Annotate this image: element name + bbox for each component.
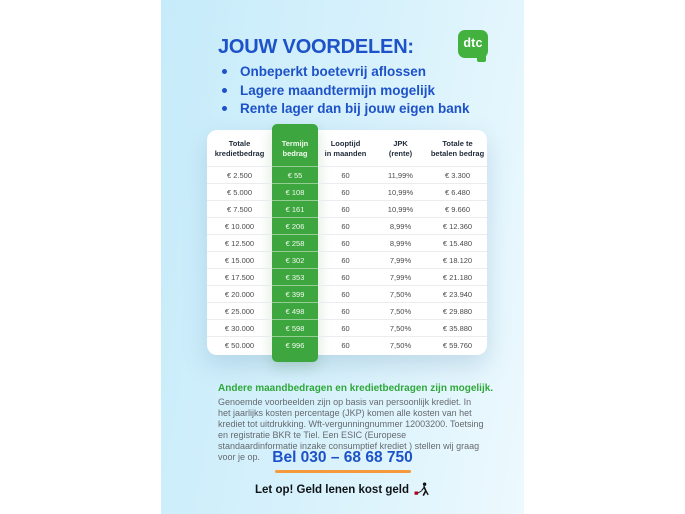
cell-termijnbedrag: € 55 bbox=[272, 167, 318, 184]
cell-totaal: € 9.660 bbox=[428, 201, 487, 218]
benefit-bullet: Lagere maandtermijn mogelijk bbox=[222, 83, 470, 98]
cell-kredietbedrag: € 5.000 bbox=[207, 184, 272, 201]
header-jpk: JPK (rente) bbox=[373, 131, 428, 167]
benefits-list: Onbeperkt boetevrij aflossen Lagere maan… bbox=[222, 64, 470, 120]
table-row: € 25.000 € 498 60 7,50% € 29.880 bbox=[207, 303, 487, 320]
benefit-bullet: Rente lager dan bij jouw eigen bank bbox=[222, 101, 470, 116]
table-header-row: Totale kredietbedrag Termijn bedrag Loop… bbox=[207, 131, 487, 167]
cell-kredietbedrag: € 15.000 bbox=[207, 252, 272, 269]
benefit-text: Lagere maandtermijn mogelijk bbox=[240, 82, 436, 98]
cell-totaal: € 35.880 bbox=[428, 320, 487, 337]
loan-table-card bbox=[207, 130, 487, 355]
table-row: € 7.500 € 161 60 10,99% € 9.660 bbox=[207, 201, 487, 218]
table-row: € 10.000 € 206 60 8,99% € 12.360 bbox=[207, 218, 487, 235]
cell-jpk: 7,50% bbox=[373, 320, 428, 337]
cell-jpk: 7,50% bbox=[389, 341, 412, 350]
cell-looptijd: 60 bbox=[318, 218, 373, 235]
cell-looptijd: 60 bbox=[318, 269, 373, 286]
cell-looptijd: 60 bbox=[318, 184, 373, 201]
cell-totaal: € 21.180 bbox=[428, 269, 487, 286]
benefit-text: Onbeperkt boetevrij aflossen bbox=[240, 64, 427, 79]
cell-jpk: 7,99% bbox=[373, 252, 428, 269]
termijn-highlight-column bbox=[272, 124, 318, 362]
table-row: € 17.500 € 353 60 7,99% € 21.180 bbox=[207, 269, 487, 286]
flyer-background: dtc JOUW VOORDELEN: Onbeperkt boetevrij … bbox=[161, 0, 524, 514]
cell-jpk: 10,99% bbox=[373, 201, 428, 218]
table-row: € 50.000 € 996 60 7,50% € 59.760 bbox=[207, 337, 487, 354]
cell-looptijd: 60 bbox=[318, 201, 373, 218]
benefit-text: Rente lager dan bij jouw eigen bank bbox=[240, 101, 470, 116]
cell-termijnbedrag: € 399 bbox=[272, 286, 318, 303]
cell-termijnbedrag: € 258 bbox=[272, 235, 318, 252]
cell-kredietbedrag: € 12.500 bbox=[207, 235, 272, 252]
dtc-logo-text: dtc bbox=[463, 36, 483, 50]
page-title: JOUW VOORDELEN: bbox=[218, 36, 414, 58]
cell-totaal: € 15.480 bbox=[428, 235, 487, 252]
cell-kredietbedrag: € 17.500 bbox=[207, 269, 272, 286]
cell-termijnbedrag: € 598 bbox=[272, 320, 318, 337]
cell-termijnbedrag: € 353 bbox=[272, 269, 318, 286]
cell-looptijd: 60 bbox=[318, 286, 373, 303]
cell-totaal: € 59.760 bbox=[442, 341, 473, 350]
cell-termijnbedrag: € 996 bbox=[285, 341, 305, 350]
cell-kredietbedrag: € 2.500 bbox=[207, 167, 272, 184]
cell-termijnbedrag: € 302 bbox=[272, 252, 318, 269]
cell-totaal: € 23.940 bbox=[428, 286, 487, 303]
bullet-dot-icon bbox=[222, 87, 227, 93]
header-totaal: Totale te betalen bedrag bbox=[428, 131, 487, 167]
cell-looptijd: 60 bbox=[318, 167, 373, 184]
credit-warning-text: Let op! Geld lenen kost geld bbox=[255, 483, 409, 496]
cell-termijnbedrag: € 206 bbox=[272, 218, 318, 235]
disclaimer-text: Genoemde voorbeelden zijn op basis van p… bbox=[218, 397, 484, 462]
table-row: € 2.500 € 55 60 11,99% € 3.300 bbox=[207, 167, 487, 184]
cell-looptijd: 60 bbox=[341, 341, 350, 350]
cell-jpk: 7,50% bbox=[373, 286, 428, 303]
cell-kredietbedrag: € 7.500 bbox=[207, 201, 272, 218]
cell-kredietbedrag: € 50.000 bbox=[224, 341, 255, 350]
cell-jpk: 8,99% bbox=[373, 235, 428, 252]
phone-underline bbox=[274, 470, 411, 473]
geld-lenen-warning-icon bbox=[414, 482, 429, 496]
credit-warning: Let op! Geld lenen kost geld bbox=[161, 482, 524, 497]
cell-termijnbedrag: € 498 bbox=[272, 303, 318, 320]
table-row: € 15.000 € 302 60 7,99% € 18.120 bbox=[207, 252, 487, 269]
phone-cta-block: Bel 030 – 68 68 750 bbox=[161, 449, 524, 473]
cell-kredietbedrag: € 10.000 bbox=[207, 218, 272, 235]
header-termijnbedrag: Termijn bedrag bbox=[272, 131, 318, 167]
table-body: € 2.500 € 55 60 11,99% € 3.300 € 5.000 €… bbox=[207, 167, 487, 354]
cell-totaal: € 18.120 bbox=[428, 252, 487, 269]
alternatives-note: Andere maandbedragen en kredietbedragen … bbox=[218, 383, 494, 394]
cell-jpk: 10,99% bbox=[373, 184, 428, 201]
cell-kredietbedrag: € 20.000 bbox=[207, 286, 272, 303]
bullet-dot-icon bbox=[222, 106, 227, 111]
loan-table: Totale kredietbedrag Termijn bedrag Loop… bbox=[207, 130, 487, 354]
table-row: € 20.000 € 399 60 7,50% € 23.940 bbox=[207, 286, 487, 303]
dtc-logo-icon: dtc bbox=[458, 30, 488, 62]
cell-totaal: € 3.300 bbox=[428, 167, 487, 184]
cell-jpk: 7,50% bbox=[373, 303, 428, 320]
cell-looptijd: 60 bbox=[318, 235, 373, 252]
table-row: € 12.500 € 258 60 8,99% € 15.480 bbox=[207, 235, 487, 252]
benefit-bullet: Onbeperkt boetevrij aflossen bbox=[222, 64, 470, 79]
cell-looptijd: 60 bbox=[318, 320, 373, 337]
cell-totaal: € 6.480 bbox=[428, 184, 487, 201]
table-row: € 30.000 € 598 60 7,50% € 35.880 bbox=[207, 320, 487, 337]
cell-looptijd: 60 bbox=[318, 252, 373, 269]
cell-jpk: 7,99% bbox=[373, 269, 428, 286]
header-kredietbedrag: Totale kredietbedrag bbox=[207, 131, 272, 167]
cell-totaal: € 12.360 bbox=[428, 218, 487, 235]
bullet-dot-icon bbox=[222, 69, 227, 74]
cell-looptijd: 60 bbox=[318, 303, 373, 320]
phone-cta[interactable]: Bel 030 – 68 68 750 bbox=[272, 449, 413, 466]
cell-jpk: 11,99% bbox=[373, 167, 428, 184]
cell-termijnbedrag: € 161 bbox=[272, 201, 318, 218]
cell-termijnbedrag: € 108 bbox=[272, 184, 318, 201]
header-looptijd: Looptijd in maanden bbox=[318, 131, 373, 167]
table-row: € 5.000 € 108 60 10,99% € 6.480 bbox=[207, 184, 487, 201]
cell-totaal: € 29.880 bbox=[428, 303, 487, 320]
cell-jpk: 8,99% bbox=[373, 218, 428, 235]
cell-kredietbedrag: € 25.000 bbox=[207, 303, 272, 320]
cell-kredietbedrag: € 30.000 bbox=[207, 320, 272, 337]
